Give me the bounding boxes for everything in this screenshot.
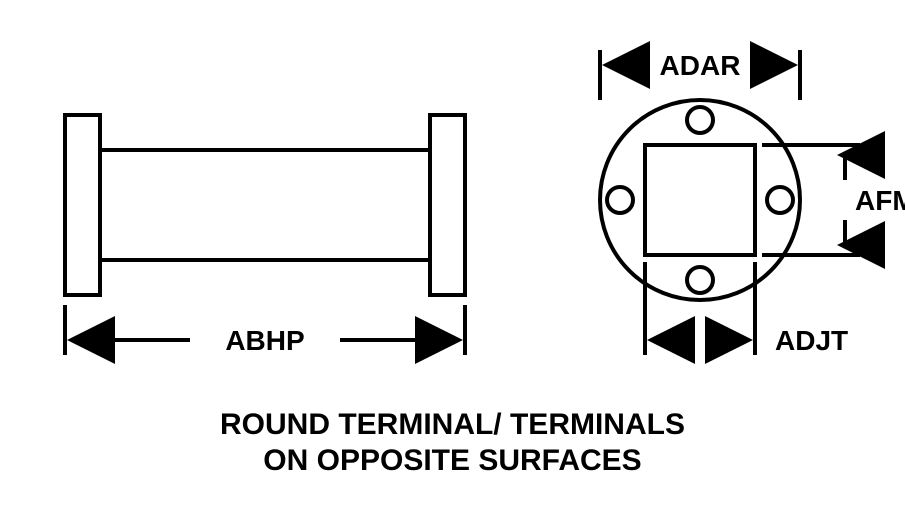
side-view: ABHP (65, 115, 465, 356)
bolt-left (607, 187, 633, 213)
abhp-label: ABHP (225, 325, 304, 356)
afmq-label: AFMQ (855, 185, 905, 216)
inner-square (645, 145, 755, 255)
caption: ROUND TERMINAL/ TERMINALS ON OPPOSITE SU… (0, 407, 905, 479)
bolt-bottom (687, 267, 713, 293)
adar-label: ADAR (660, 50, 741, 81)
flange-circle (600, 100, 800, 300)
adjt-label: ADJT (775, 325, 848, 356)
end-view: ADAR AFMQ ADJT (600, 50, 905, 356)
right-flange (430, 115, 465, 295)
bolt-top (687, 107, 713, 133)
bolt-right (767, 187, 793, 213)
caption-line2: ON OPPOSITE SURFACES (0, 443, 905, 479)
caption-line1: ROUND TERMINAL/ TERMINALS (0, 407, 905, 443)
left-flange (65, 115, 100, 295)
